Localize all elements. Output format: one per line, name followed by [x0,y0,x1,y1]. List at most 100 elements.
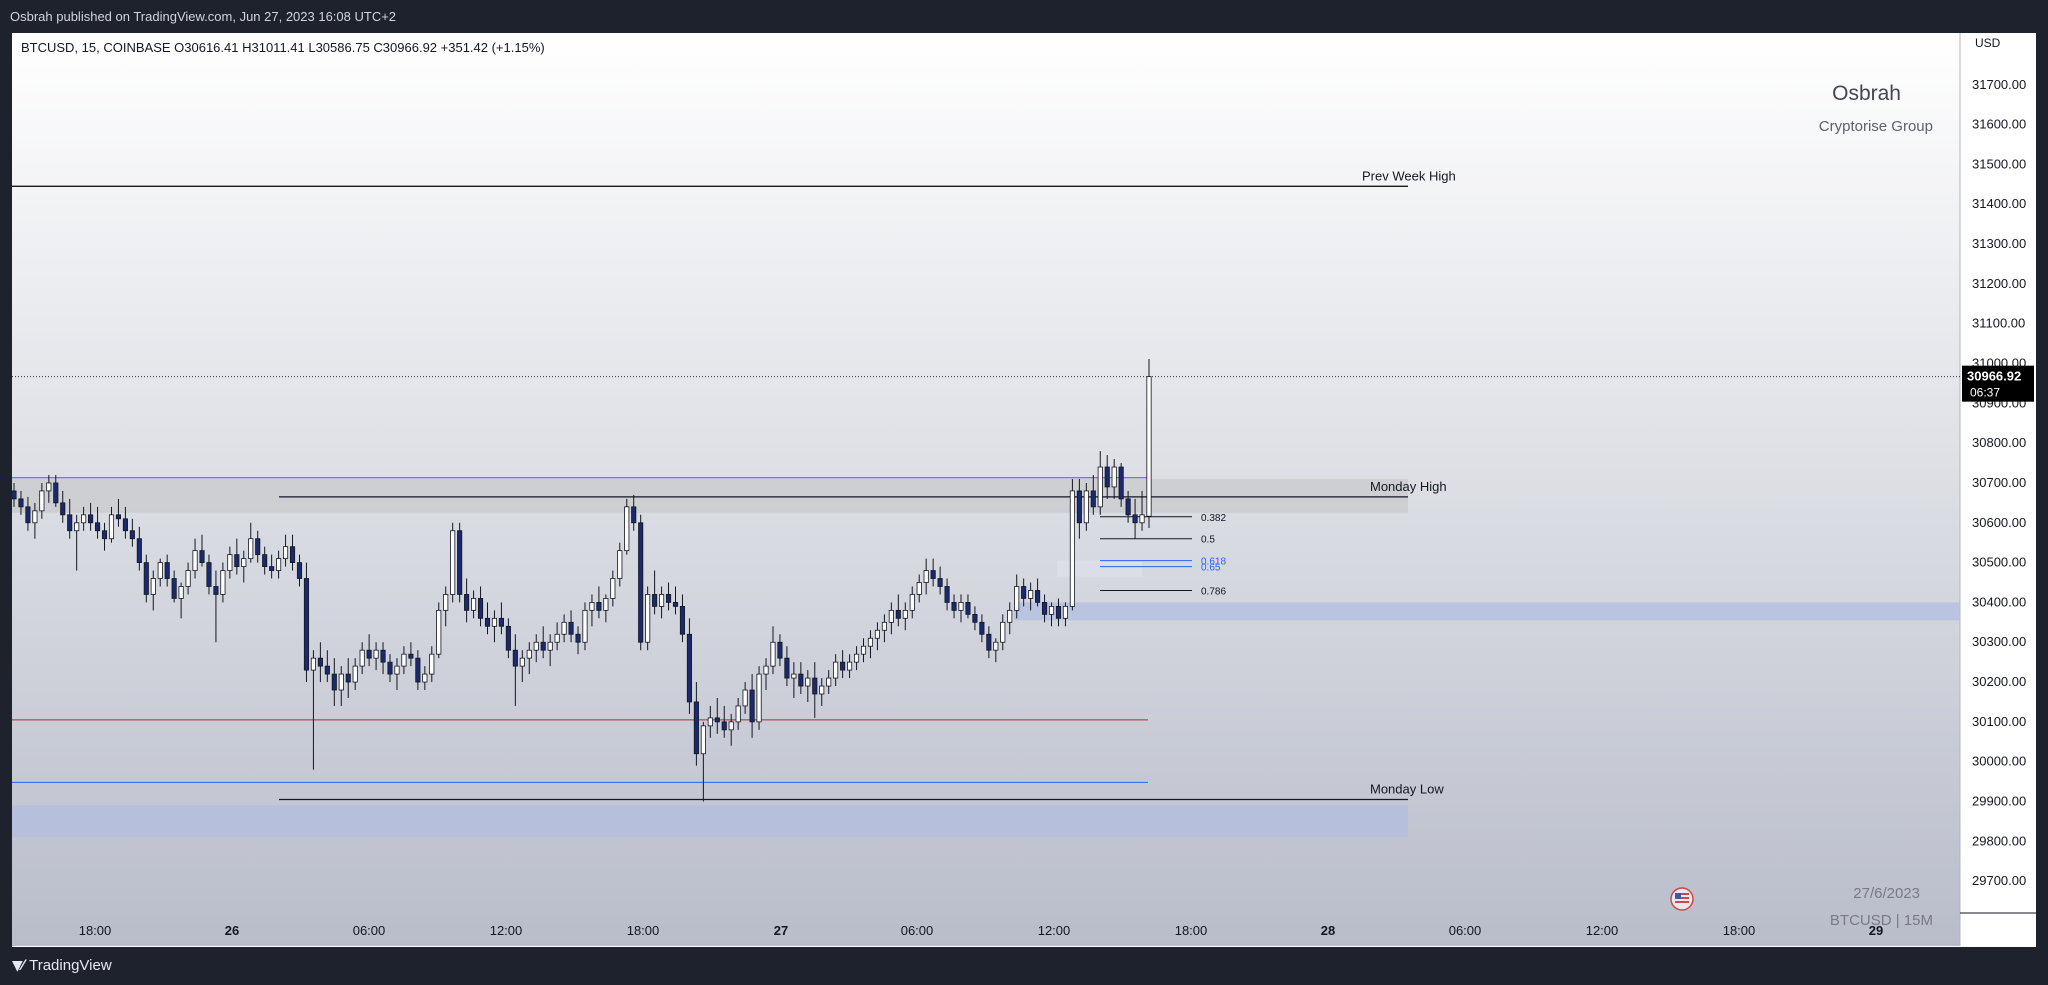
candle-body[interactable] [554,633,560,643]
candle-body[interactable] [819,685,825,695]
candle-body[interactable] [812,677,818,695]
candle-body[interactable] [867,637,874,647]
candle-body[interactable] [735,705,741,723]
candle-body[interactable] [1035,590,1041,603]
candle-body[interactable] [742,689,748,707]
candle-body[interactable] [443,594,449,611]
candle-body[interactable] [777,641,783,659]
candle-body[interactable] [415,657,421,683]
candle-body[interactable] [324,665,330,675]
candle-body[interactable] [401,653,407,667]
candle-body[interactable] [46,482,52,492]
candle-body[interactable] [464,594,470,611]
candle-body[interactable] [178,586,184,599]
candle-body[interactable] [881,621,887,631]
candle-body[interactable] [471,598,477,611]
candle-body[interactable] [930,570,936,579]
candle-body[interactable] [756,673,762,723]
candle-body[interactable] [728,721,734,731]
candle-body[interactable] [763,665,769,675]
candle-body[interactable] [1097,466,1103,508]
candle-body[interactable] [624,506,630,552]
candle-body[interactable] [213,586,219,595]
candle-body[interactable] [568,621,574,635]
candle-body[interactable] [679,605,686,635]
candle-body[interactable] [88,514,94,524]
candle-body[interactable] [53,482,59,504]
candle-body[interactable] [429,653,435,675]
candle-body[interactable] [1090,490,1096,508]
candle-body[interactable] [770,641,776,667]
candle-body[interactable] [874,629,880,639]
candle-body[interactable] [951,602,957,611]
candle-body[interactable] [533,641,539,651]
candle-body[interactable] [380,649,386,663]
candle-body[interactable] [164,562,170,579]
candle-body[interactable] [289,546,296,563]
tradingview-logo-icon[interactable]: ▼⁄ [12,958,24,974]
candle-body[interactable] [686,633,692,703]
candle-body[interactable] [1076,490,1082,524]
candle-body[interactable] [526,649,532,659]
candle-body[interactable] [965,602,971,615]
candle-body[interactable] [296,562,303,579]
candle-body[interactable] [1028,590,1034,599]
candle-body[interactable] [25,506,31,524]
candle-body[interactable] [937,578,943,587]
candle-body[interactable] [262,554,268,567]
candle-body[interactable] [958,602,964,611]
us-flag-event-icon[interactable] [1670,887,1694,911]
candle-body[interactable] [276,558,282,571]
candle-body[interactable] [1000,621,1006,643]
candle-body[interactable] [39,490,45,512]
candle-body[interactable] [303,578,310,671]
candle-body[interactable] [547,641,553,651]
candle-body[interactable] [1083,490,1089,524]
candle-body[interactable] [345,673,351,683]
candle-body[interactable] [714,717,720,723]
candle-body[interactable] [477,598,484,619]
candle-body[interactable] [582,609,588,643]
candle-body[interactable] [157,562,163,579]
candle-body[interactable] [833,661,839,679]
candle-body[interactable] [617,550,623,579]
candle-body[interactable] [923,570,929,583]
candle-body[interactable] [1139,514,1145,524]
candle-body[interactable] [1062,605,1069,619]
candle-body[interactable] [1021,586,1027,599]
candle-body[interactable] [60,502,66,516]
candle-body[interactable] [317,657,323,667]
candle-body[interactable] [860,645,867,655]
candle-body[interactable] [18,498,24,508]
candle-body[interactable] [269,566,275,571]
candle-body[interactable] [1041,602,1048,615]
candle-body[interactable] [693,701,699,755]
candle-body[interactable] [986,633,992,651]
candle-body[interactable] [199,550,205,563]
candle-body[interactable] [902,609,908,619]
candle-body[interactable] [652,594,658,607]
candle-body[interactable] [338,673,344,691]
candle-body[interactable] [805,677,811,687]
candle-body[interactable] [826,677,832,687]
candle-body[interactable] [1055,605,1062,619]
candle-body[interactable] [436,609,442,655]
candle-body[interactable] [457,530,463,595]
candle-body[interactable] [136,538,142,563]
candle-body[interactable] [234,554,240,567]
candle-body[interactable] [185,570,191,587]
candle-body[interactable] [916,582,922,595]
candle-body[interactable] [638,522,644,643]
candle-body[interactable] [220,570,226,595]
candle-body[interactable] [512,649,518,667]
candle-body[interactable] [700,725,706,755]
candle-body[interactable] [707,717,713,727]
candle-body[interactable] [150,578,156,595]
candle-body[interactable] [129,530,135,540]
candle-body[interactable] [575,633,581,643]
candle-body[interactable] [255,538,261,556]
candle-body[interactable] [672,602,679,607]
candle-body[interactable] [540,641,546,651]
candle-body[interactable] [227,554,233,571]
candle-body[interactable] [352,665,358,683]
